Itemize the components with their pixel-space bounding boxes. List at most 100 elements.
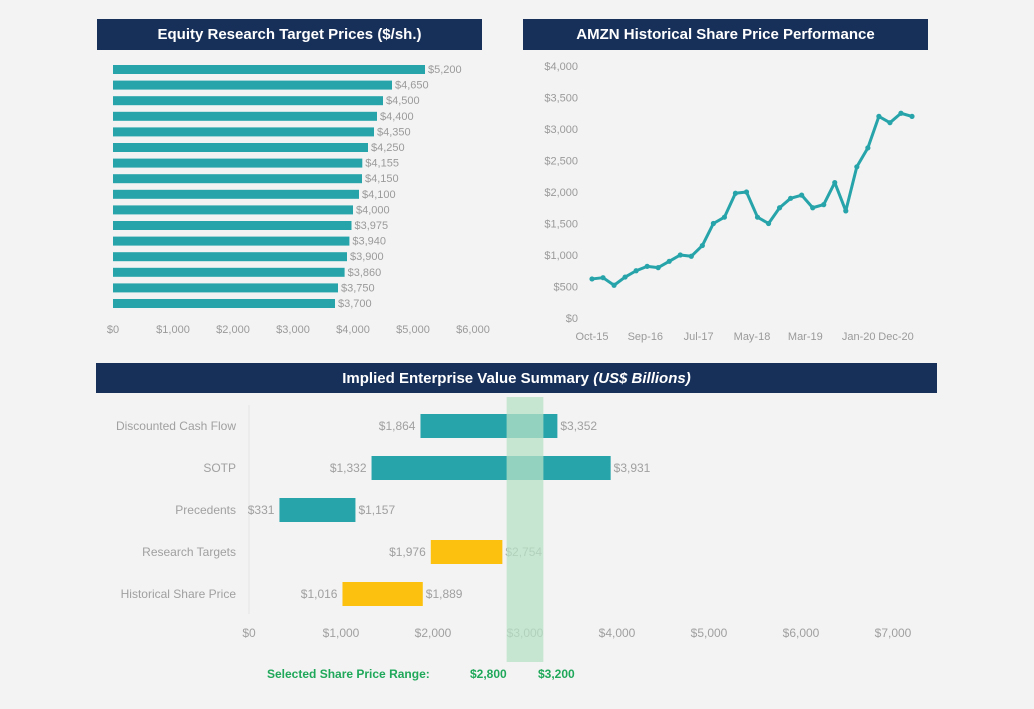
price-point	[644, 263, 650, 269]
price-point	[799, 192, 805, 198]
range-low-label: $1,332	[330, 461, 367, 475]
target-bar	[113, 205, 353, 215]
target-bar-label: $3,700	[338, 298, 372, 310]
price-point	[655, 265, 661, 271]
y-tick-label: $3,000	[544, 124, 578, 136]
target-bar	[113, 299, 335, 308]
x-tick-label: Jan-20	[842, 331, 876, 343]
y-tick-label: $3,500	[544, 93, 578, 105]
price-point	[776, 205, 783, 211]
x-tick-label: Mar-19	[788, 331, 823, 343]
target-bar	[113, 189, 359, 199]
target-bar	[113, 221, 352, 230]
category-label: Precedents	[175, 503, 236, 517]
y-tick-label: $2,000	[544, 187, 578, 199]
price-point	[600, 275, 606, 281]
price-point	[909, 113, 915, 119]
range-bar	[430, 540, 503, 564]
x-tick-label: $3,000	[276, 324, 310, 336]
target-bar-label: $3,750	[341, 282, 375, 294]
price-point	[633, 268, 639, 274]
target-bar-label: $3,860	[348, 267, 382, 279]
price-point	[810, 205, 816, 211]
price-point	[887, 120, 893, 126]
history-chart-title: AMZN Historical Share Price Performance	[576, 26, 875, 43]
x-tick-label: $4,000	[336, 324, 370, 336]
category-label: Discounted Cash Flow	[116, 419, 236, 433]
category-label: Research Targets	[142, 545, 236, 559]
target-bar	[113, 267, 345, 277]
category-label: SOTP	[203, 461, 236, 475]
x-tick-label: Dec-20	[878, 331, 913, 343]
target-bar	[113, 96, 383, 106]
x-tick-label: $7,000	[875, 626, 912, 640]
price-point	[677, 252, 683, 258]
price-point	[710, 220, 716, 227]
target-bar-label: $3,975	[355, 220, 389, 232]
selected-range-label: Selected Share Price Range:	[267, 667, 430, 681]
x-tick-label: $5,000	[396, 324, 430, 336]
x-tick-label: $2,000	[415, 626, 452, 640]
x-tick-label: $2,000	[216, 324, 250, 336]
price-point	[666, 258, 672, 264]
x-tick-label: $6,000	[783, 626, 820, 640]
y-tick-label: $1,000	[544, 250, 578, 262]
target-bar	[113, 80, 392, 90]
target-bar	[113, 283, 338, 293]
target-bar	[113, 158, 363, 168]
x-tick-label: $0	[107, 324, 119, 336]
range-low-label: $331	[248, 503, 275, 517]
price-point	[788, 195, 794, 201]
range-bar	[342, 582, 423, 606]
category-label: Historical Share Price	[121, 587, 237, 601]
target-bar	[113, 143, 368, 152]
x-tick-label: $4,000	[599, 626, 636, 640]
target-bar-label: $4,000	[356, 204, 390, 216]
summary-chart-header: Implied Enterprise Value Summary (US$ Bi…	[96, 363, 937, 393]
target-bar	[113, 111, 377, 121]
target-bar	[113, 236, 350, 246]
x-tick-label: Oct-15	[575, 331, 608, 343]
summary-chart-title: Implied Enterprise Value Summary	[342, 369, 590, 387]
target-bar-label: $5,200	[428, 64, 462, 76]
target-bar-label: $4,150	[365, 173, 399, 185]
price-point	[589, 276, 595, 282]
summary-chart-unit: (US$ Billions)	[593, 369, 691, 387]
price-point	[699, 242, 705, 249]
x-tick-label: $6,000	[456, 324, 490, 336]
range-low-label: $1,864	[379, 419, 416, 433]
price-point	[843, 208, 849, 214]
price-point	[743, 189, 750, 195]
target-bar	[113, 174, 362, 184]
x-tick-label: $0	[242, 626, 256, 640]
target-bar-label: $4,650	[395, 80, 429, 92]
research-chart-header: Equity Research Target Prices ($/sh.)	[97, 19, 482, 50]
selected-range-band	[506, 397, 544, 662]
range-bar	[371, 456, 611, 480]
range-high-label: $3,352	[560, 419, 597, 433]
research-chart-title: Equity Research Target Prices ($/sh.)	[157, 26, 422, 43]
price-point	[832, 179, 838, 186]
price-point	[854, 164, 860, 170]
y-tick-label: $0	[566, 313, 578, 325]
target-bar	[113, 65, 425, 74]
price-point	[765, 220, 772, 227]
target-bar-label: $3,940	[352, 236, 386, 248]
range-low-label: $1,976	[389, 545, 426, 559]
x-tick-label: $5,000	[691, 626, 728, 640]
target-bar-label: $4,100	[362, 189, 396, 201]
price-point	[721, 214, 728, 220]
range-high-label: $3,931	[614, 461, 651, 475]
selected-range-high: $3,200	[538, 667, 575, 681]
range-low-label: $1,016	[301, 587, 338, 601]
target-bar	[113, 252, 347, 262]
history-chart-header: AMZN Historical Share Price Performance	[523, 19, 928, 50]
x-tick-label: Jul-17	[684, 331, 714, 343]
price-point	[898, 110, 904, 116]
target-bar-label: $4,250	[371, 142, 405, 154]
price-point	[622, 274, 628, 280]
y-tick-label: $2,500	[544, 156, 578, 168]
